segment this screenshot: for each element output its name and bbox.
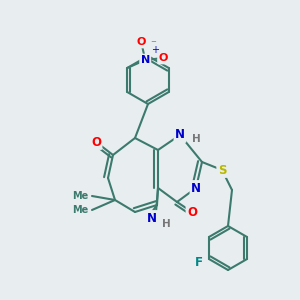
Text: F: F	[195, 256, 203, 268]
Text: H: H	[192, 134, 200, 144]
Text: N: N	[147, 212, 157, 224]
Text: ⁻: ⁻	[150, 39, 156, 49]
Text: H: H	[162, 219, 170, 229]
Text: N: N	[191, 182, 201, 194]
Text: O: O	[158, 53, 168, 63]
Text: S: S	[218, 164, 226, 176]
Text: O: O	[91, 136, 101, 148]
Text: O: O	[187, 206, 197, 218]
Text: +: +	[151, 45, 159, 55]
Text: Me: Me	[72, 205, 88, 215]
Text: N: N	[175, 128, 185, 142]
Text: O: O	[136, 37, 146, 47]
Text: Me: Me	[72, 191, 88, 201]
Text: N: N	[141, 55, 150, 65]
